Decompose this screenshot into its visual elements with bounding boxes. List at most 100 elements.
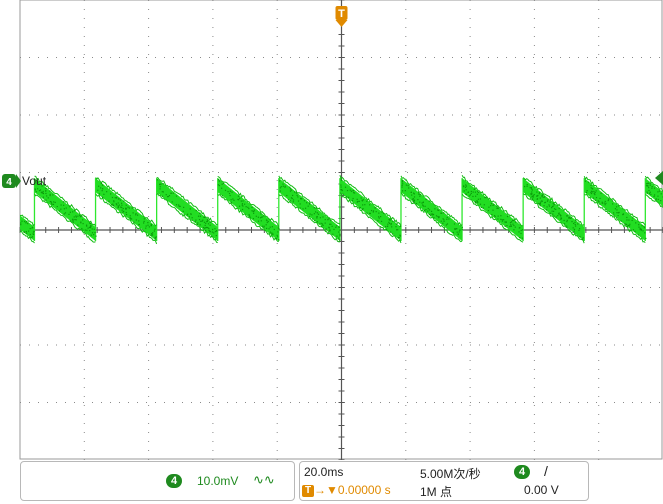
waveform-noise-dot: [292, 199, 295, 201]
waveform-noise-dot: [479, 198, 481, 200]
waveform-noise-dot: [350, 190, 353, 192]
waveform-noise-dot: [221, 187, 223, 189]
waveform-noise-dot: [430, 213, 432, 215]
waveform-noise-dot: [306, 202, 308, 204]
waveform-noise-dot: [279, 187, 281, 189]
waveform-noise-dot: [125, 204, 127, 206]
waveform-noise-dot: [218, 180, 220, 182]
waveform-noise-dot: [649, 183, 651, 185]
waveform-noise-dot: [137, 214, 139, 216]
waveform-noise-dot: [89, 229, 91, 232]
waveform-noise-dot: [391, 233, 394, 235]
waveform-noise-dot: [297, 196, 299, 198]
waveform-noise-dot: [110, 193, 112, 195]
waveform-noise-dot: [202, 219, 204, 221]
waveform-noise-dot: [412, 201, 414, 203]
waveform-noise-dot: [366, 200, 368, 202]
waveform-noise-dot: [521, 237, 524, 239]
waveform-noise-dot: [595, 190, 597, 192]
waveform-noise-dot: [20, 224, 22, 226]
waveform-noise-dot: [338, 231, 340, 233]
waveform-noise-dot: [632, 229, 635, 231]
waveform-noise-dot: [434, 208, 436, 210]
waveform-noise-dot: [209, 224, 211, 226]
waveform-noise-dot: [519, 227, 521, 229]
waveform-noise-dot: [81, 215, 83, 217]
waveform-noise-dot: [72, 219, 74, 221]
waveform-noise-dot: [153, 230, 155, 232]
waveform-noise-dot: [388, 218, 390, 221]
waveform-noise-dot: [493, 204, 495, 206]
waveform-noise-dot: [143, 218, 145, 220]
waveform-noise-dot: [168, 194, 171, 197]
waveform-noise-dot: [93, 228, 95, 230]
sample-rate: 5.00M次/秒: [420, 467, 481, 481]
waveform-noise-dot: [68, 213, 70, 216]
waveform-noise-dot: [129, 217, 131, 219]
waveform-noise-dot: [72, 211, 74, 213]
waveform-noise-dot: [614, 208, 617, 210]
waveform-noise-dot: [332, 233, 334, 235]
waveform-noise-dot: [551, 206, 553, 208]
waveform-upper-envelope: [339, 174, 402, 227]
waveform-noise-dot: [86, 229, 88, 231]
waveform-noise-dot: [422, 204, 424, 206]
waveform-noise-dot: [229, 190, 231, 192]
waveform-noise-dot: [86, 225, 88, 227]
waveform-noise-dot: [427, 207, 429, 210]
waveform-noise-dot: [362, 208, 364, 210]
ac-coupling-icon: ∿∿: [253, 472, 275, 487]
waveform-noise-dot: [539, 202, 541, 205]
waveform-noise-dot: [271, 226, 273, 228]
waveform-noise-dot: [543, 205, 545, 207]
waveform-noise-dot: [73, 216, 75, 218]
waveform-noise-dot: [154, 228, 156, 230]
waveform-noise-dot: [324, 218, 326, 221]
waveform-noise-dot: [423, 209, 426, 212]
waveform-noise-dot: [546, 206, 548, 208]
graticule: [19, 0, 663, 460]
waveform-noise-dot: [467, 191, 469, 194]
record-length: 1M 点: [420, 485, 453, 499]
waveform-noise-dot: [651, 187, 653, 189]
waveform-noise-dot: [221, 183, 223, 185]
waveform-noise-dot: [200, 220, 202, 222]
waveform-noise-dot: [380, 220, 383, 222]
waveform-noise-band: [20, 178, 663, 241]
waveform-noise-dot: [546, 209, 548, 211]
waveform-noise-dot: [327, 219, 329, 221]
waveform-noise-dot: [231, 191, 233, 193]
waveform-noise-dot: [207, 227, 209, 229]
waveform-noise-dot: [563, 223, 566, 225]
waveform-noise-dot: [215, 234, 217, 237]
waveform-noise-dot: [510, 225, 512, 227]
waveform-noise-dot: [152, 232, 154, 234]
scope-markers: T 4 Vout: [2, 6, 663, 188]
waveform-noise-dot: [397, 236, 399, 239]
waveform-noise-dot: [472, 195, 474, 198]
waveform-noise-dot: [202, 226, 205, 229]
waveform-upper-envelope: [461, 175, 524, 227]
timebase-scale: 20.0ms: [304, 465, 344, 479]
waveform-noise-dot: [530, 187, 533, 189]
waveform-noise-dot: [316, 212, 318, 214]
channel-ground-marker: 4: [2, 174, 21, 188]
waveform-noise-dot: [421, 202, 423, 204]
waveform-noise-dot: [584, 180, 587, 182]
waveform-noise-dot: [95, 235, 97, 237]
waveform-noise-dot: [85, 224, 88, 226]
waveform-noise-dot: [75, 215, 77, 217]
waveform-noise-dot: [186, 213, 189, 215]
waveform-noise-dot: [456, 231, 458, 233]
waveform-noise-dot: [214, 230, 217, 233]
waveform-noise-dot: [431, 213, 433, 215]
waveform-noise-dot: [228, 192, 231, 195]
waveform-noise-dot: [344, 186, 347, 188]
waveform-noise-dot: [339, 239, 341, 241]
waveform-noise-dot: [483, 204, 485, 206]
waveform-noise-dot: [538, 202, 540, 205]
waveform-noise-dot: [102, 184, 104, 186]
waveform-noise-dot: [255, 215, 257, 217]
waveform-noise-dot: [655, 198, 657, 200]
waveform-noise-dot: [432, 213, 435, 216]
